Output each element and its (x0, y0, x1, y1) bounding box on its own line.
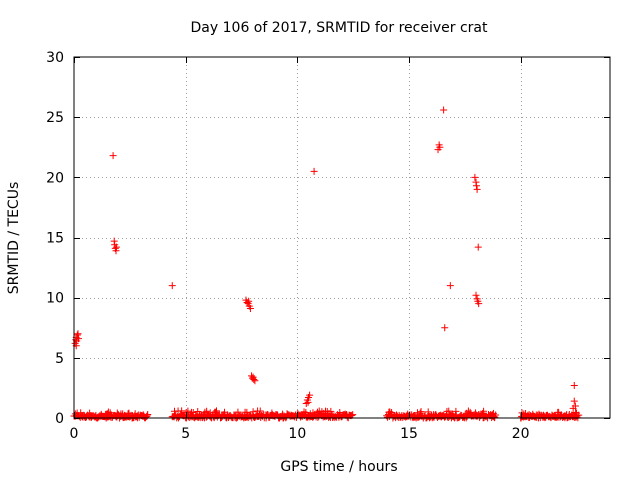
data-point (245, 297, 253, 305)
axes: 0 5 10 15 20 0 5 10 15 20 25 30 (46, 50, 611, 442)
data-point (472, 291, 480, 299)
data-point (194, 407, 202, 415)
y-axis-label: SRMTID / TECUs (6, 182, 22, 295)
x-tick-label: 5 (181, 426, 190, 442)
data-point (246, 304, 254, 312)
data-point (570, 397, 578, 405)
x-tick-label: 0 (70, 426, 79, 442)
data-point (256, 407, 264, 415)
y-tick-label: 20 (46, 170, 64, 186)
plot-frame (73, 56, 611, 419)
data-point (474, 243, 482, 251)
data-point (480, 407, 488, 415)
y-tick-label: 10 (46, 291, 64, 307)
data-point (446, 282, 454, 290)
chart-title: Day 106 of 2017, SRMTID for receiver cra… (191, 20, 488, 36)
x-tick-label: 10 (288, 426, 306, 442)
data-point (304, 398, 312, 406)
y-tick-label: 0 (55, 411, 64, 427)
data-point (473, 185, 481, 193)
y-tick-label: 25 (46, 110, 64, 126)
data-point (112, 243, 120, 251)
data-point (492, 411, 500, 419)
data-point (570, 382, 578, 390)
data-point (436, 143, 444, 151)
data-point (471, 173, 479, 181)
x-tick-label: 15 (400, 426, 418, 442)
data-point (306, 391, 314, 399)
data-point (472, 182, 480, 190)
data-point (109, 152, 117, 160)
data-point (251, 377, 259, 385)
data-point (475, 300, 483, 308)
y-tick-label: 5 (55, 351, 64, 367)
data-points (70, 106, 583, 422)
x-tick-label: 20 (512, 426, 530, 442)
data-point (571, 402, 579, 410)
data-point (349, 411, 357, 419)
grid (74, 57, 610, 418)
data-point (74, 335, 82, 343)
data-point (441, 324, 449, 332)
data-point (73, 331, 81, 339)
data-point (243, 298, 251, 306)
y-tick-label: 15 (46, 231, 64, 247)
y-tick-label: 30 (46, 50, 64, 66)
data-point (144, 411, 152, 419)
data-point (168, 282, 176, 290)
data-point (310, 167, 318, 175)
data-point (302, 400, 310, 408)
data-point (440, 106, 448, 114)
data-point (249, 373, 257, 381)
data-point (575, 411, 583, 419)
x-axis-label: GPS time / hours (280, 459, 397, 475)
